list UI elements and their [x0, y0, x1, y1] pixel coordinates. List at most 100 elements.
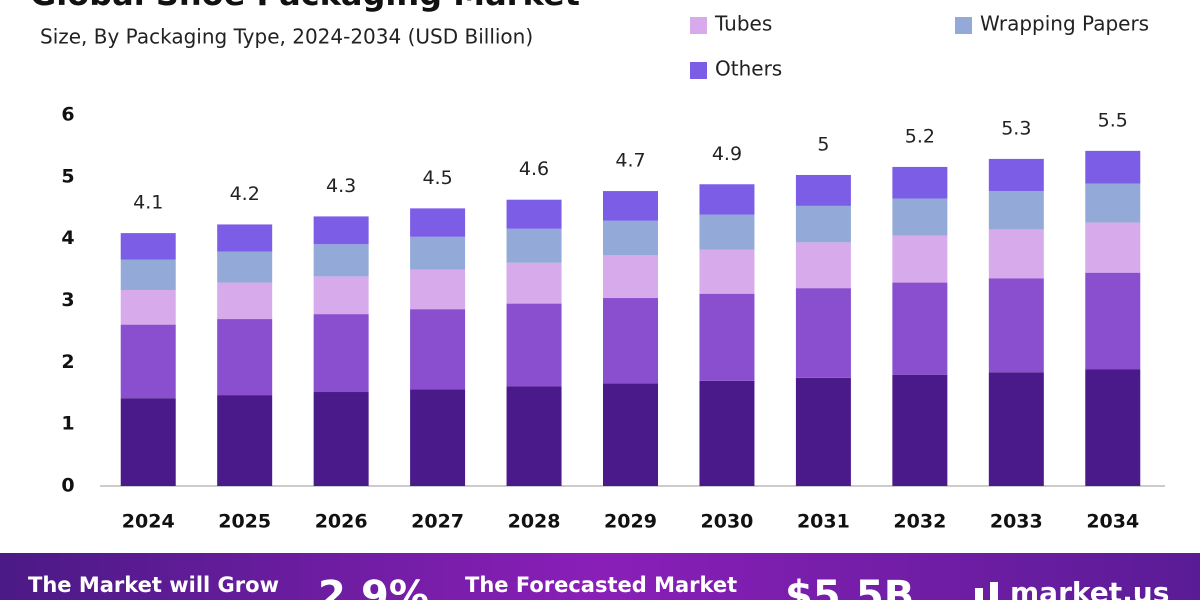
total-label: 4.1 [133, 192, 163, 214]
bar-segment [988, 278, 1044, 373]
banner-text: The Market will Grow [28, 573, 279, 597]
bar-segment [795, 174, 851, 206]
bar-segment [1085, 222, 1141, 273]
bar-segment [699, 380, 755, 486]
legend-label: Others [715, 57, 782, 81]
bar-segment [506, 199, 562, 229]
bar-segment [988, 158, 1044, 192]
bar-segment [795, 377, 851, 486]
bar-segment [1085, 369, 1141, 486]
total-label: 5.2 [905, 125, 935, 147]
bar-segment [795, 205, 851, 243]
bar-segment [892, 166, 948, 199]
bar-segment [506, 386, 562, 486]
bar-segment [120, 259, 176, 290]
bar-segment [603, 255, 658, 299]
bar-segment [892, 374, 948, 486]
legend-label: Wrapping Papers [980, 12, 1149, 36]
legend-swatch [690, 17, 707, 34]
y-tick-label: 3 [61, 289, 74, 311]
legend-label: Tubes [714, 12, 772, 36]
bar-segment [603, 298, 658, 384]
x-tick-label: 2025 [218, 511, 271, 533]
bar-segment [699, 184, 755, 215]
bar-segment [988, 191, 1044, 230]
bar-segment [699, 214, 755, 250]
bar-segment [217, 224, 273, 252]
y-tick-label: 5 [61, 165, 74, 187]
y-tick-label: 6 [61, 104, 74, 126]
bar-segment [217, 319, 273, 396]
bar-segment [1085, 272, 1141, 370]
bar-segment [313, 244, 369, 277]
brand: market.us [1010, 576, 1169, 600]
total-label: 4.9 [712, 143, 742, 165]
y-tick-label: 0 [61, 475, 74, 497]
x-tick-label: 2026 [315, 511, 368, 533]
total-label: 5.5 [1098, 109, 1128, 131]
bar-segment [120, 233, 176, 260]
bar-segment [1085, 150, 1141, 184]
bar-segment [217, 282, 273, 320]
x-tick-label: 2032 [893, 511, 946, 533]
brand-logo [975, 582, 998, 600]
x-tick-label: 2033 [990, 511, 1043, 533]
x-tick-label: 2028 [508, 511, 561, 533]
bar-segment [120, 398, 176, 486]
x-tick-label: 2027 [411, 511, 464, 533]
total-label: 4.5 [422, 167, 452, 189]
bar-segment [410, 208, 466, 237]
total-label: 4.6 [519, 158, 549, 180]
banner-cagr: 2.9% [318, 573, 429, 600]
y-tick-label: 2 [61, 351, 74, 373]
bar-segment [699, 249, 755, 294]
bar-segment [699, 293, 755, 381]
banner-value: $5.5B [785, 573, 914, 600]
y-tick-label: 1 [61, 413, 74, 435]
bar-segment [892, 282, 948, 375]
total-label: 4.2 [230, 183, 260, 205]
bar-segment [603, 191, 658, 221]
bar-segment [506, 262, 562, 304]
total-label: 5 [817, 133, 829, 155]
bar-segment [1085, 183, 1141, 223]
chart-subtitle: Size, By Packaging Type, 2024-2034 (USD … [40, 25, 533, 49]
bar-segment [217, 395, 273, 486]
bar-segment [892, 235, 948, 283]
bar-segment [795, 288, 851, 378]
bar-segment [410, 389, 466, 486]
bar-segment [506, 228, 562, 263]
bar-segment [506, 303, 562, 387]
banner-text: The Forecasted Market [465, 573, 737, 597]
bar-segment [603, 220, 658, 256]
y-tick-label: 4 [61, 227, 74, 249]
legend-swatch [955, 17, 972, 34]
bar-segment [988, 372, 1044, 486]
bar-segment [120, 289, 176, 325]
bar-segment [988, 229, 1044, 279]
bar-segment [313, 392, 369, 486]
total-label: 4.3 [326, 175, 356, 197]
bar-segment [603, 383, 658, 486]
bar-segment [892, 198, 948, 236]
bar-segment [410, 269, 466, 310]
banner [0, 553, 1200, 600]
x-tick-label: 2034 [1086, 511, 1139, 533]
legend-swatch [690, 62, 707, 79]
bar-segment [410, 309, 466, 390]
bar-segment [120, 324, 176, 399]
x-tick-label: 2024 [122, 511, 175, 533]
bar-segment [313, 276, 369, 315]
total-label: 5.3 [1001, 117, 1031, 139]
x-tick-label: 2031 [797, 511, 850, 533]
bar-segment [410, 236, 466, 270]
bar-segment [795, 242, 851, 289]
x-tick-label: 2029 [604, 511, 657, 533]
x-tick-label: 2030 [701, 511, 754, 533]
bar-segment [313, 216, 369, 245]
chart-title: Global Shoe Packaging Market [30, 0, 580, 13]
bar-segment [313, 314, 369, 393]
total-label: 4.7 [615, 150, 645, 172]
bar-segment [217, 251, 273, 283]
